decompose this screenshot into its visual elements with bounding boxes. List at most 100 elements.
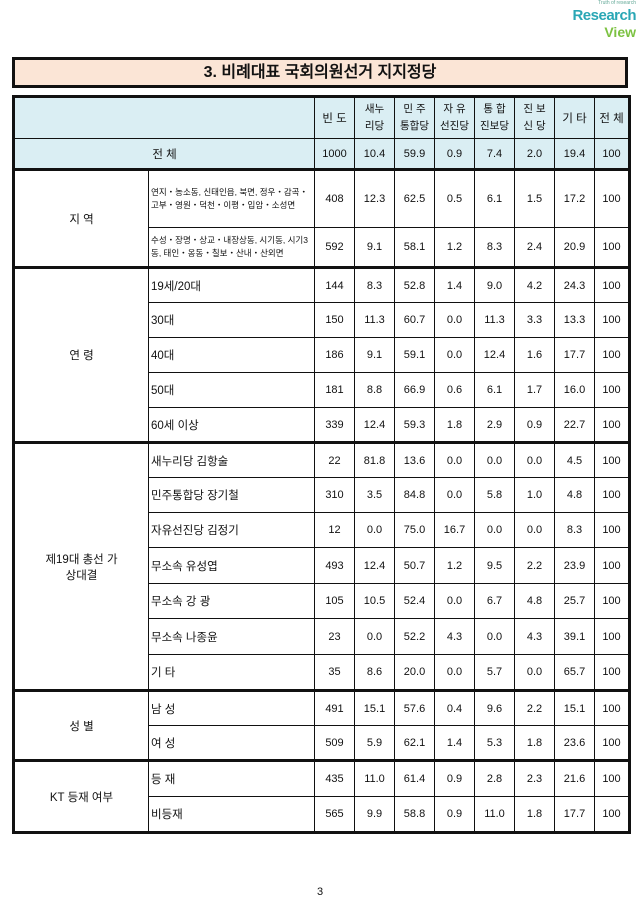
- cell: 4.3: [514, 618, 555, 655]
- row-label: 30대: [148, 302, 315, 338]
- cell: 11.3: [354, 302, 395, 338]
- cell: 100: [594, 583, 630, 619]
- cell: 59.9: [394, 138, 435, 170]
- cell: 11.0: [354, 759, 395, 797]
- cell: 11.3: [474, 302, 515, 338]
- group-label: 성 별: [13, 689, 149, 761]
- column-header: 전 체: [594, 96, 630, 139]
- row-label: 비등재: [148, 796, 315, 833]
- column-header-line: 자 유: [443, 103, 466, 115]
- cell: 100: [594, 547, 630, 584]
- logo-tagline: Truth of research: [598, 0, 636, 6]
- cell: 35: [314, 654, 355, 691]
- row-label: 무소속 유성엽: [148, 547, 315, 584]
- cell: 0.0: [434, 337, 475, 373]
- table-row: 여 성 509 5.9 62.1 1.4 5.3 1.8 23.6 100: [14, 725, 630, 761]
- cell: 1.8: [514, 725, 555, 761]
- row-label: 60세 이상: [148, 407, 315, 443]
- cell: 0.6: [434, 372, 475, 408]
- column-header-line: 선진당: [440, 120, 469, 132]
- cell: 0.0: [474, 441, 515, 478]
- column-header-line: 민 주: [403, 103, 426, 115]
- cell: 3.5: [354, 477, 395, 513]
- cell: 100: [594, 227, 630, 268]
- column-header: 통 합 진보당: [474, 96, 515, 139]
- cell: 509: [314, 725, 355, 761]
- cell: 66.9: [394, 372, 435, 408]
- row-label: 새누리당 김항술: [148, 441, 315, 478]
- cell: 61.4: [394, 759, 435, 797]
- cell: 4.3: [434, 618, 475, 655]
- header-blank: [13, 96, 315, 139]
- cell: 100: [594, 618, 630, 655]
- cell: 1000: [314, 138, 355, 170]
- cell: 5.3: [474, 725, 515, 761]
- cell: 22.7: [554, 407, 595, 443]
- cell: 8.6: [354, 654, 395, 691]
- cell: 100: [594, 759, 630, 797]
- cell: 11.0: [474, 796, 515, 833]
- group-label: 연 령: [13, 266, 149, 443]
- cell: 0.9: [514, 407, 555, 443]
- cell: 1.0: [514, 477, 555, 513]
- cell: 2.3: [514, 759, 555, 797]
- cell: 8.3: [474, 227, 515, 268]
- cell: 39.1: [554, 618, 595, 655]
- cell: 0.0: [354, 618, 395, 655]
- cell: 100: [594, 138, 630, 170]
- cell: 2.2: [514, 689, 555, 726]
- cell: 5.9: [354, 725, 395, 761]
- column-header-line: 진보당: [480, 120, 509, 132]
- table-row: KT 등재 여부 등 재 435 11.0 61.4 0.9 2.8 2.3 21.6 100: [13, 759, 630, 833]
- column-header-line: 진 보: [523, 103, 546, 115]
- cell: 1.6: [514, 337, 555, 373]
- cell: 2.4: [514, 227, 555, 268]
- cell: 0.4: [434, 689, 475, 726]
- row-label: 등 재: [148, 759, 315, 797]
- cell: 65.7: [554, 654, 595, 691]
- cell: 0.0: [354, 512, 395, 548]
- cell: 62.1: [394, 725, 435, 761]
- cell: 565: [314, 796, 355, 833]
- cell: 15.1: [554, 689, 595, 726]
- cell: 10.5: [354, 583, 395, 619]
- cell: 1.2: [434, 547, 475, 584]
- cell: 100: [594, 689, 630, 726]
- cell: 6.7: [474, 583, 515, 619]
- cell: 5.7: [474, 654, 515, 691]
- cell: 100: [594, 372, 630, 408]
- cell: 4.8: [554, 477, 595, 513]
- cell: 16.0: [554, 372, 595, 408]
- cell: 2.0: [514, 138, 555, 170]
- cell: 23: [314, 618, 355, 655]
- cell: 0.9: [434, 796, 475, 833]
- cell: 1.8: [434, 407, 475, 443]
- cell: 25.7: [554, 583, 595, 619]
- cell: 0.9: [434, 138, 475, 170]
- group-label: KT 등재 여부: [13, 759, 149, 833]
- cell: 23.9: [554, 547, 595, 584]
- cell: 2.2: [514, 547, 555, 584]
- column-header-line: 리당: [364, 120, 385, 132]
- cell: 100: [594, 477, 630, 513]
- cell: 1.8: [514, 796, 555, 833]
- row-label: 연지・농소동, 신태인읍, 북면, 정우・감곡・고부・영원・덕천・이평・입암・소…: [148, 168, 315, 228]
- cell: 9.1: [354, 337, 395, 373]
- cell: 181: [314, 372, 355, 408]
- column-header: 빈 도: [314, 96, 355, 139]
- cell: 22: [314, 441, 355, 478]
- cell: 0.0: [514, 441, 555, 478]
- cell: 10.4: [354, 138, 395, 170]
- cell: 105: [314, 583, 355, 619]
- cell: 310: [314, 477, 355, 513]
- column-header: 민 주 통합당: [394, 96, 435, 139]
- cell: 57.6: [394, 689, 435, 726]
- cell: 8.3: [354, 266, 395, 303]
- logo-brand-top: Research: [572, 7, 636, 24]
- cell: 12: [314, 512, 355, 548]
- cell: 0.0: [434, 477, 475, 513]
- cell: 58.1: [394, 227, 435, 268]
- cell: 100: [594, 337, 630, 373]
- cell: 408: [314, 168, 355, 228]
